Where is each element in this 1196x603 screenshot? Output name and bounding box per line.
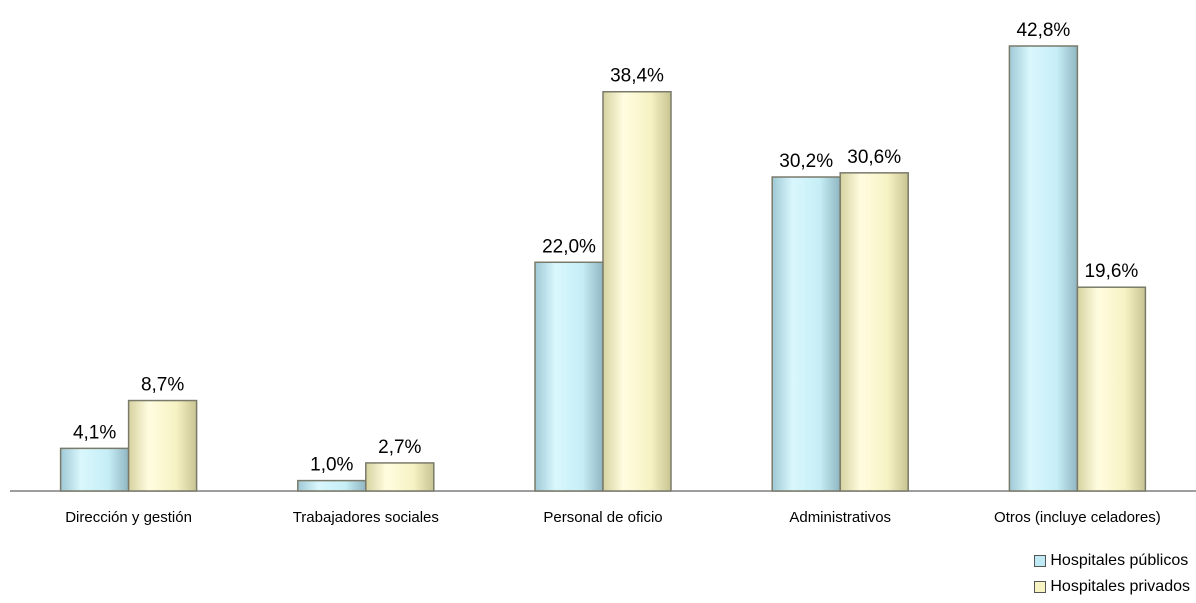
data-label: 4,1% bbox=[73, 422, 116, 443]
data-label: 1,0% bbox=[310, 455, 353, 476]
data-label: 30,2% bbox=[779, 151, 833, 172]
data-label: 42,8% bbox=[1016, 20, 1070, 41]
bar-publicos-1 bbox=[297, 479, 367, 492]
data-label: 2,7% bbox=[378, 437, 421, 458]
legend-label: Hospitales públicos bbox=[1050, 552, 1189, 569]
legend: Hospitales públicos Hospitales privados bbox=[1034, 548, 1190, 600]
bar-privados-2 bbox=[602, 90, 672, 492]
category-label: Personal de oficio bbox=[543, 509, 662, 526]
category-label: Otros (incluye celadores) bbox=[994, 509, 1161, 526]
legend-item: Hospitales privados bbox=[1034, 574, 1190, 600]
bar-privados-4 bbox=[1076, 286, 1147, 492]
bar-publicos-0 bbox=[59, 447, 130, 492]
category-label: Dirección y gestión bbox=[65, 509, 192, 526]
bar-publicos-4 bbox=[1008, 45, 1079, 492]
bar-publicos-2 bbox=[534, 261, 604, 492]
legend-swatch bbox=[1034, 581, 1047, 593]
legend-swatch bbox=[1034, 555, 1047, 567]
data-label: 30,6% bbox=[847, 147, 901, 168]
bar-privados-1 bbox=[365, 462, 435, 492]
data-label: 22,0% bbox=[542, 236, 596, 257]
bar-chart: 4,1% 8,7% Dirección y gestión 1,0% 2,7% Traba… bbox=[10, 20, 1196, 526]
legend-item: Hospitales públicos bbox=[1034, 548, 1190, 574]
data-label: 8,7% bbox=[141, 375, 184, 396]
category-label: Administrativos bbox=[789, 509, 891, 526]
data-label: 38,4% bbox=[610, 66, 664, 87]
category-label: Trabajadores sociales bbox=[293, 509, 439, 526]
legend-label: Hospitales privados bbox=[1050, 578, 1190, 595]
bar-publicos-3 bbox=[771, 176, 841, 492]
data-label: 19,6% bbox=[1084, 261, 1138, 282]
bar-privados-0 bbox=[127, 399, 198, 492]
bar-privados-3 bbox=[839, 172, 909, 492]
